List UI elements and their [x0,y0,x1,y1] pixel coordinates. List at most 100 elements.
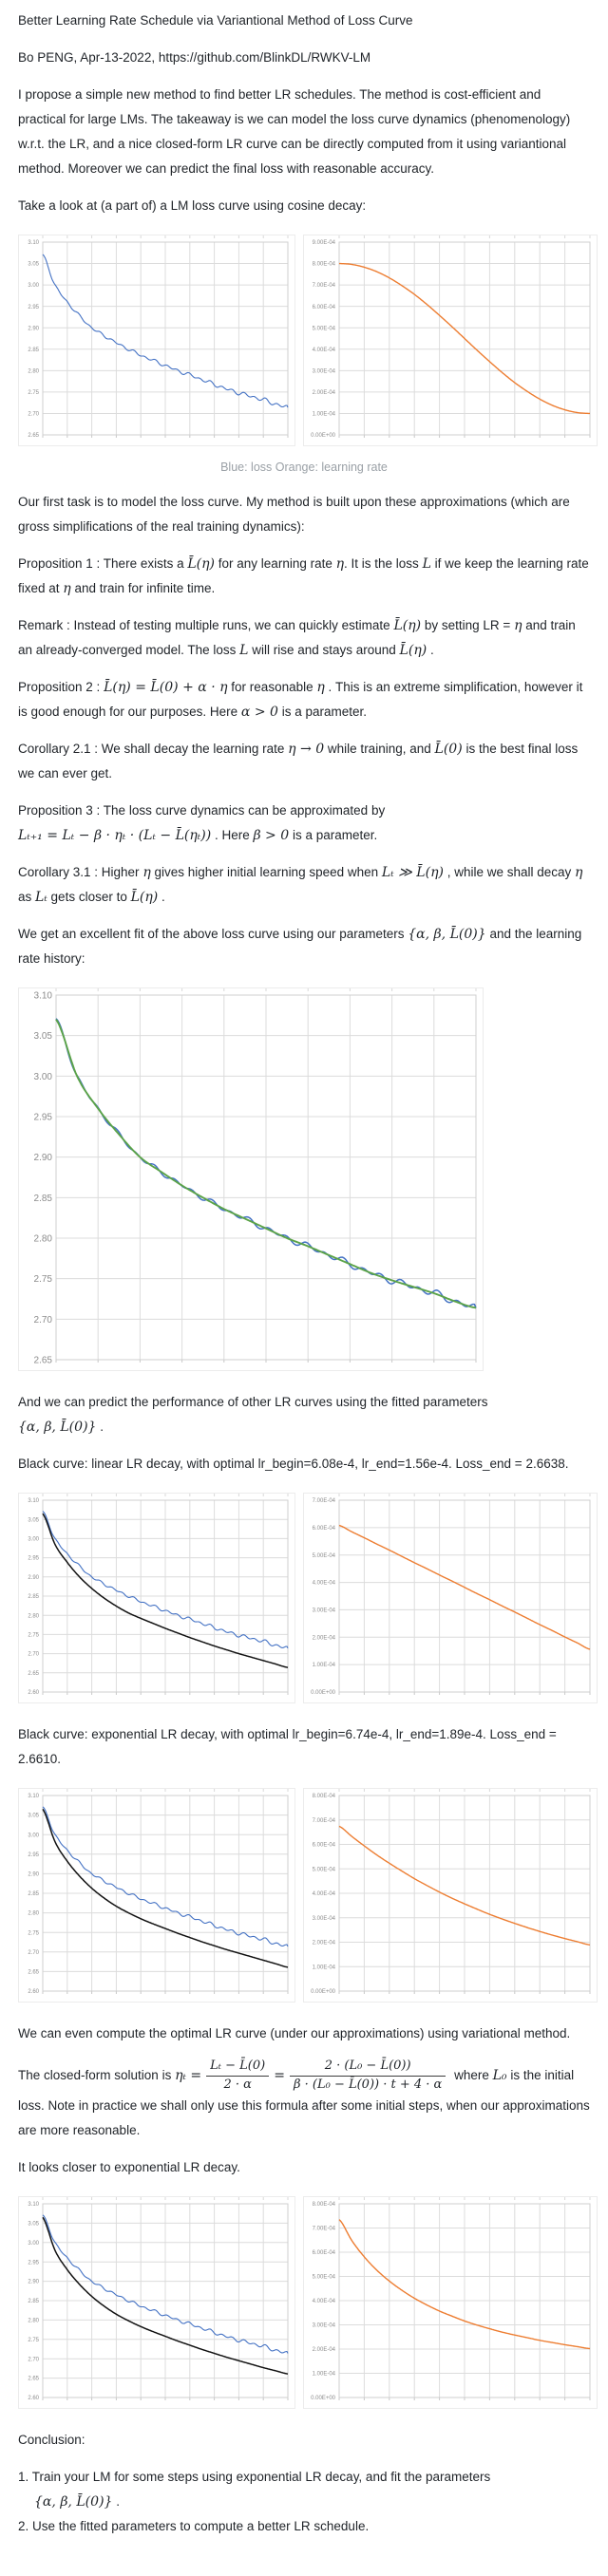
remark-paragraph: Remark : Instead of testing multiple run… [18,618,576,658]
chart-pair-linear: 3.10 3.05 3.00 2.95 2.90 2.85 2.80 2.75 2.70 2.65… [18,1493,598,1708]
svg-text:3.10: 3.10 [28,1498,39,1504]
svg-text:2.60: 2.60 [28,1690,39,1696]
svg-text:2.80: 2.80 [34,1234,53,1245]
svg-text:0.00E+00: 0.00E+00 [311,2396,336,2401]
black-exponential-paragraph: Black curve: exponential LR decay, with … [18,1727,557,1766]
svg-text:3.05: 3.05 [28,1814,39,1819]
svg-text:5.00E-04: 5.00E-04 [313,2274,336,2280]
svg-text:3.05: 3.05 [28,1517,39,1523]
svg-text:8.00E-04: 8.00E-04 [313,1794,336,1799]
closer-exponential-paragraph: It looks closer to exponential LR decay. [18,2159,240,2174]
svg-text:2.00E-04: 2.00E-04 [313,1941,336,1946]
svg-text:3.00: 3.00 [28,283,39,289]
closed-form-fraction-1: Lₜ − L̄(0) 2 · α [206,2059,270,2094]
svg-text:3.10: 3.10 [28,1794,39,1799]
svg-text:2.85: 2.85 [28,1891,39,1897]
fraction-numerator: Lₜ − L̄(0) [206,2059,270,2077]
figure-linear-decay: 3.10 3.05 3.00 2.95 2.90 2.85 2.80 2.75 2.70 2.65… [18,1493,598,1708]
fraction-numerator: 2 · (L₀ − L̄(0)) [289,2059,446,2077]
closed-form-paragraph: The closed-form solution is ηₜ = Lₜ − L̄(… [18,2059,590,2143]
svg-text:4.00E-04: 4.00E-04 [313,1891,336,1897]
svg-text:2.60: 2.60 [28,2396,39,2401]
page-title: Better Learning Rate Schedule via Varian… [18,13,413,28]
svg-text:2.65: 2.65 [28,2376,39,2381]
svg-text:5.00E-04: 5.00E-04 [313,1867,336,1872]
chart-exp-loss: 3.10 3.05 3.00 2.95 2.90 2.85 2.80 2.75 2.70 2.65… [18,1788,295,2007]
svg-text:2.70: 2.70 [28,2357,39,2362]
svg-text:0.00E+00: 0.00E+00 [311,1690,336,1696]
svg-text:3.10: 3.10 [34,991,53,1002]
svg-text:3.00E-04: 3.00E-04 [313,1608,336,1614]
svg-text:9.00E-04: 9.00E-04 [313,240,336,246]
predict-paragraph: And we can predict the performance of ot… [18,1395,488,1435]
svg-text:5.00E-04: 5.00E-04 [313,326,336,331]
svg-text:2.90: 2.90 [34,1153,53,1163]
chart-linear-loss: 3.10 3.05 3.00 2.95 2.90 2.85 2.80 2.75 2.70 2.65… [18,1493,295,1708]
svg-text:2.95: 2.95 [28,305,39,310]
chart-pair-cosine: 3.10 3.05 3.00 2.95 2.90 2.85 2.80 2.75 2.70 2.65… [18,235,598,451]
svg-text:2.85: 2.85 [28,348,39,353]
svg-text:2.90: 2.90 [28,1872,39,1878]
chart-pair-exponential: 3.10 3.05 3.00 2.95 2.90 2.85 2.80 2.75 2.70 2.65… [18,1788,598,2007]
svg-text:2.85: 2.85 [28,2299,39,2304]
svg-text:3.10: 3.10 [28,240,39,246]
excellent-fit-paragraph: We get an excellent fit of the above los… [18,927,582,966]
svg-text:2.95: 2.95 [28,2260,39,2266]
conclusion-list: 1. Train your LM for some steps using ex… [18,2465,590,2539]
svg-text:2.75: 2.75 [34,1274,53,1285]
byline: Bo PENG, Apr-13-2022, https://github.com… [18,50,371,65]
svg-text:3.05: 3.05 [28,2221,39,2227]
svg-text:2.00E-04: 2.00E-04 [313,1635,336,1641]
svg-text:2.80: 2.80 [28,1911,39,1917]
proposition-2: Proposition 2 : L̄(η) = L̄(0) + α · η fo… [18,680,583,720]
closed-form-tail: where L₀ is the initial loss. Note in pr… [18,2067,590,2137]
svg-text:6.00E-04: 6.00E-04 [313,1526,336,1532]
black-linear-paragraph: Black curve: linear LR decay, with optim… [18,1457,569,1471]
svg-text:7.00E-04: 7.00E-04 [313,283,336,289]
svg-text:2.95: 2.95 [28,1556,39,1562]
conclusion-item-1: 1. Train your LM for some steps using ex… [18,2469,491,2510]
svg-text:2.70: 2.70 [28,1652,39,1658]
figure-optimal-lr: 3.10 3.05 3.00 2.95 2.90 2.85 2.80 2.75 2.70 2.65… [18,2195,598,2414]
svg-text:3.05: 3.05 [28,262,39,268]
svg-text:2.95: 2.95 [34,1113,53,1123]
svg-text:2.65: 2.65 [28,433,39,439]
closed-form-lead: The closed-form solution is ηₜ = [18,2067,202,2083]
svg-text:2.65: 2.65 [28,1671,39,1677]
svg-text:2.60: 2.60 [28,1989,39,1995]
svg-text:2.00E-04: 2.00E-04 [313,390,336,396]
svg-text:2.70: 2.70 [34,1315,53,1326]
svg-text:8.00E-04: 8.00E-04 [313,262,336,268]
svg-text:4.00E-04: 4.00E-04 [313,2299,336,2304]
svg-text:3.00: 3.00 [34,1072,53,1082]
svg-text:2.70: 2.70 [28,1950,39,1956]
svg-text:2.80: 2.80 [28,2318,39,2323]
svg-text:3.00E-04: 3.00E-04 [313,368,336,374]
fraction-denominator: β · (L₀ − L̄(0)) · t + 4 · α [293,2077,443,2092]
fraction-denominator: 2 · α [223,2077,252,2092]
svg-text:2.75: 2.75 [28,1930,39,1936]
svg-text:1.00E-04: 1.00E-04 [313,1965,336,1970]
svg-text:3.05: 3.05 [34,1031,53,1042]
conclusion-heading: Conclusion: [18,2432,86,2447]
svg-text:1.00E-04: 1.00E-04 [313,412,336,418]
chart-exp-lr: 8.00E-04 7.00E-04 6.00E-04 5.00E-04 4.00E-04… [303,1788,598,2007]
svg-text:5.00E-04: 5.00E-04 [313,1553,336,1559]
svg-text:2.90: 2.90 [28,1575,39,1581]
variational-paragraph: We can even compute the optimal LR curve… [18,2026,571,2040]
svg-text:3.00: 3.00 [28,1833,39,1838]
corollary-2-1: Corollary 2.1 : We shall decay the learn… [18,742,579,780]
svg-text:2.75: 2.75 [28,390,39,396]
svg-text:2.80: 2.80 [28,1613,39,1619]
svg-text:2.70: 2.70 [28,412,39,418]
svg-text:6.00E-04: 6.00E-04 [313,1843,336,1849]
cosine-decay-intro: Take a look at (a part of) a LM loss cur… [18,198,367,213]
svg-text:2.80: 2.80 [28,368,39,374]
corollary-3-1: Corollary 3.1 : Higher η gives higher in… [18,865,583,905]
first-task-paragraph: Our first task is to model the loss curv… [18,495,570,534]
chart-optimal-lr: 8.00E-04 7.00E-04 6.00E-04 5.00E-04 4.00E-04… [303,2195,598,2414]
svg-text:2.65: 2.65 [28,1970,39,1976]
chart-pair-optimal: 3.10 3.05 3.00 2.95 2.90 2.85 2.80 2.75 2.70 2.65… [18,2195,598,2414]
svg-text:4.00E-04: 4.00E-04 [313,1581,336,1587]
